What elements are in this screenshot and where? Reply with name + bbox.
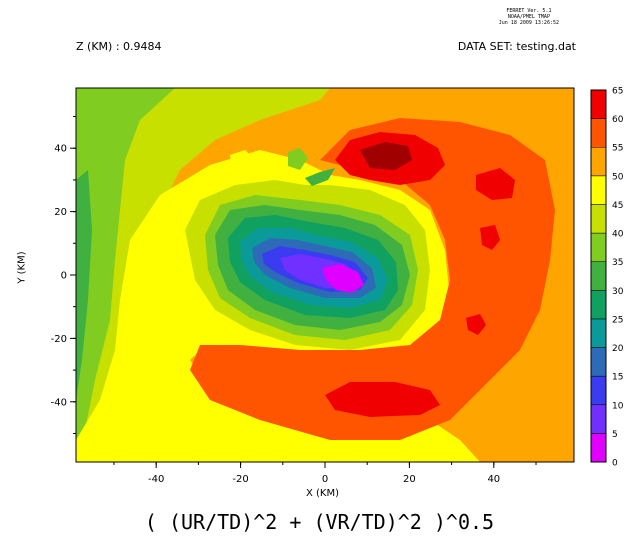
x-tick-label: 0 <box>322 474 328 485</box>
colorbar-swatch <box>590 290 607 320</box>
z-level-label: Z (KM) : 0.9484 <box>76 40 162 53</box>
y-tick-label: 40 <box>54 144 67 155</box>
ferret-stamp: FERRET Ver. 5.1 NOAA/PMEL TMAP Jun 18 20… <box>499 8 559 26</box>
x-tick-label: -20 <box>232 474 248 485</box>
contour-blob-green2 <box>305 168 335 186</box>
y-axis: -40 -20 0 20 40 <box>51 116 76 434</box>
dataset-label: DATA SET: testing.dat <box>457 40 576 53</box>
colorbar-swatch <box>590 347 607 377</box>
colorbar-swatch <box>590 318 607 348</box>
colorbar-swatch <box>590 261 607 291</box>
colorbar-swatch <box>590 404 607 434</box>
contour-level-55-right3 <box>466 314 486 335</box>
contour-blob-yellow <box>230 150 255 172</box>
contour-level-50 <box>190 118 555 440</box>
x-axis: -40 -20 0 20 40 <box>113 462 537 485</box>
y-tick-label: -40 <box>51 397 67 408</box>
colorbar-label: 5 <box>612 430 618 440</box>
colorbar-label: 20 <box>612 344 624 354</box>
y-tick-label: 0 <box>61 271 67 282</box>
contour-level-0-inner <box>322 264 364 293</box>
colorbar-label: 30 <box>612 287 624 297</box>
colorbar-label: 15 <box>612 373 623 383</box>
colorbar-label: 50 <box>612 172 624 182</box>
colorbar-frame <box>590 89 607 463</box>
x-tick-label: -40 <box>148 474 164 485</box>
colorbar-label: 55 <box>612 144 623 154</box>
colorbar-label: 60 <box>612 115 624 125</box>
colorbar-swatch <box>590 204 607 234</box>
contour-level-55-bottom <box>325 382 440 417</box>
colorbar-swatch <box>590 89 607 119</box>
stamp-line-2: NOAA/PMEL TMAP <box>507 14 550 20</box>
colorbar-label: 10 <box>612 401 624 411</box>
colorbar-swatch <box>590 118 607 148</box>
contour-level-60-top <box>360 142 412 170</box>
stamp-line-3: Jun 18 2009 13:26:52 <box>498 20 559 26</box>
colorbar-swatch <box>590 375 607 406</box>
contour-level-30 <box>76 170 92 400</box>
contour-fill-layer <box>76 88 574 462</box>
colorbar-label: 40 <box>612 230 624 240</box>
variable-label: ( (UR/TD)^2 + (VR/TD)^2 )^0.5 <box>144 510 495 534</box>
contour-level-55-right2 <box>480 225 500 250</box>
colorbar-swatch <box>590 175 607 205</box>
x-axis-label: X (KM) <box>306 488 340 499</box>
contour-level-35 <box>76 88 175 462</box>
contour-level-55-right <box>476 168 515 200</box>
colorbar-label: 35 <box>612 258 623 268</box>
contour-blob-green <box>288 148 308 170</box>
y-tick-label: -20 <box>51 334 67 345</box>
y-axis-label: Y (KM) <box>16 251 28 284</box>
x-tick-label: 40 <box>487 474 500 485</box>
colorbar-swatch <box>590 146 607 177</box>
colorbar-label: 0 <box>612 459 618 469</box>
colorbar-label: 65 <box>612 87 623 97</box>
colorbar: 0 5 10 15 20 25 30 35 40 45 50 55 60 65 <box>590 87 624 469</box>
x-tick-label: 20 <box>403 474 416 485</box>
colorbar-swatch <box>590 433 607 463</box>
colorbar-label: 25 <box>612 315 623 325</box>
colorbar-label: 45 <box>612 201 623 211</box>
stamp-line-1: FERRET Ver. 5.1 <box>506 8 552 14</box>
y-tick-label: 20 <box>54 207 67 218</box>
colorbar-swatch <box>590 232 607 262</box>
